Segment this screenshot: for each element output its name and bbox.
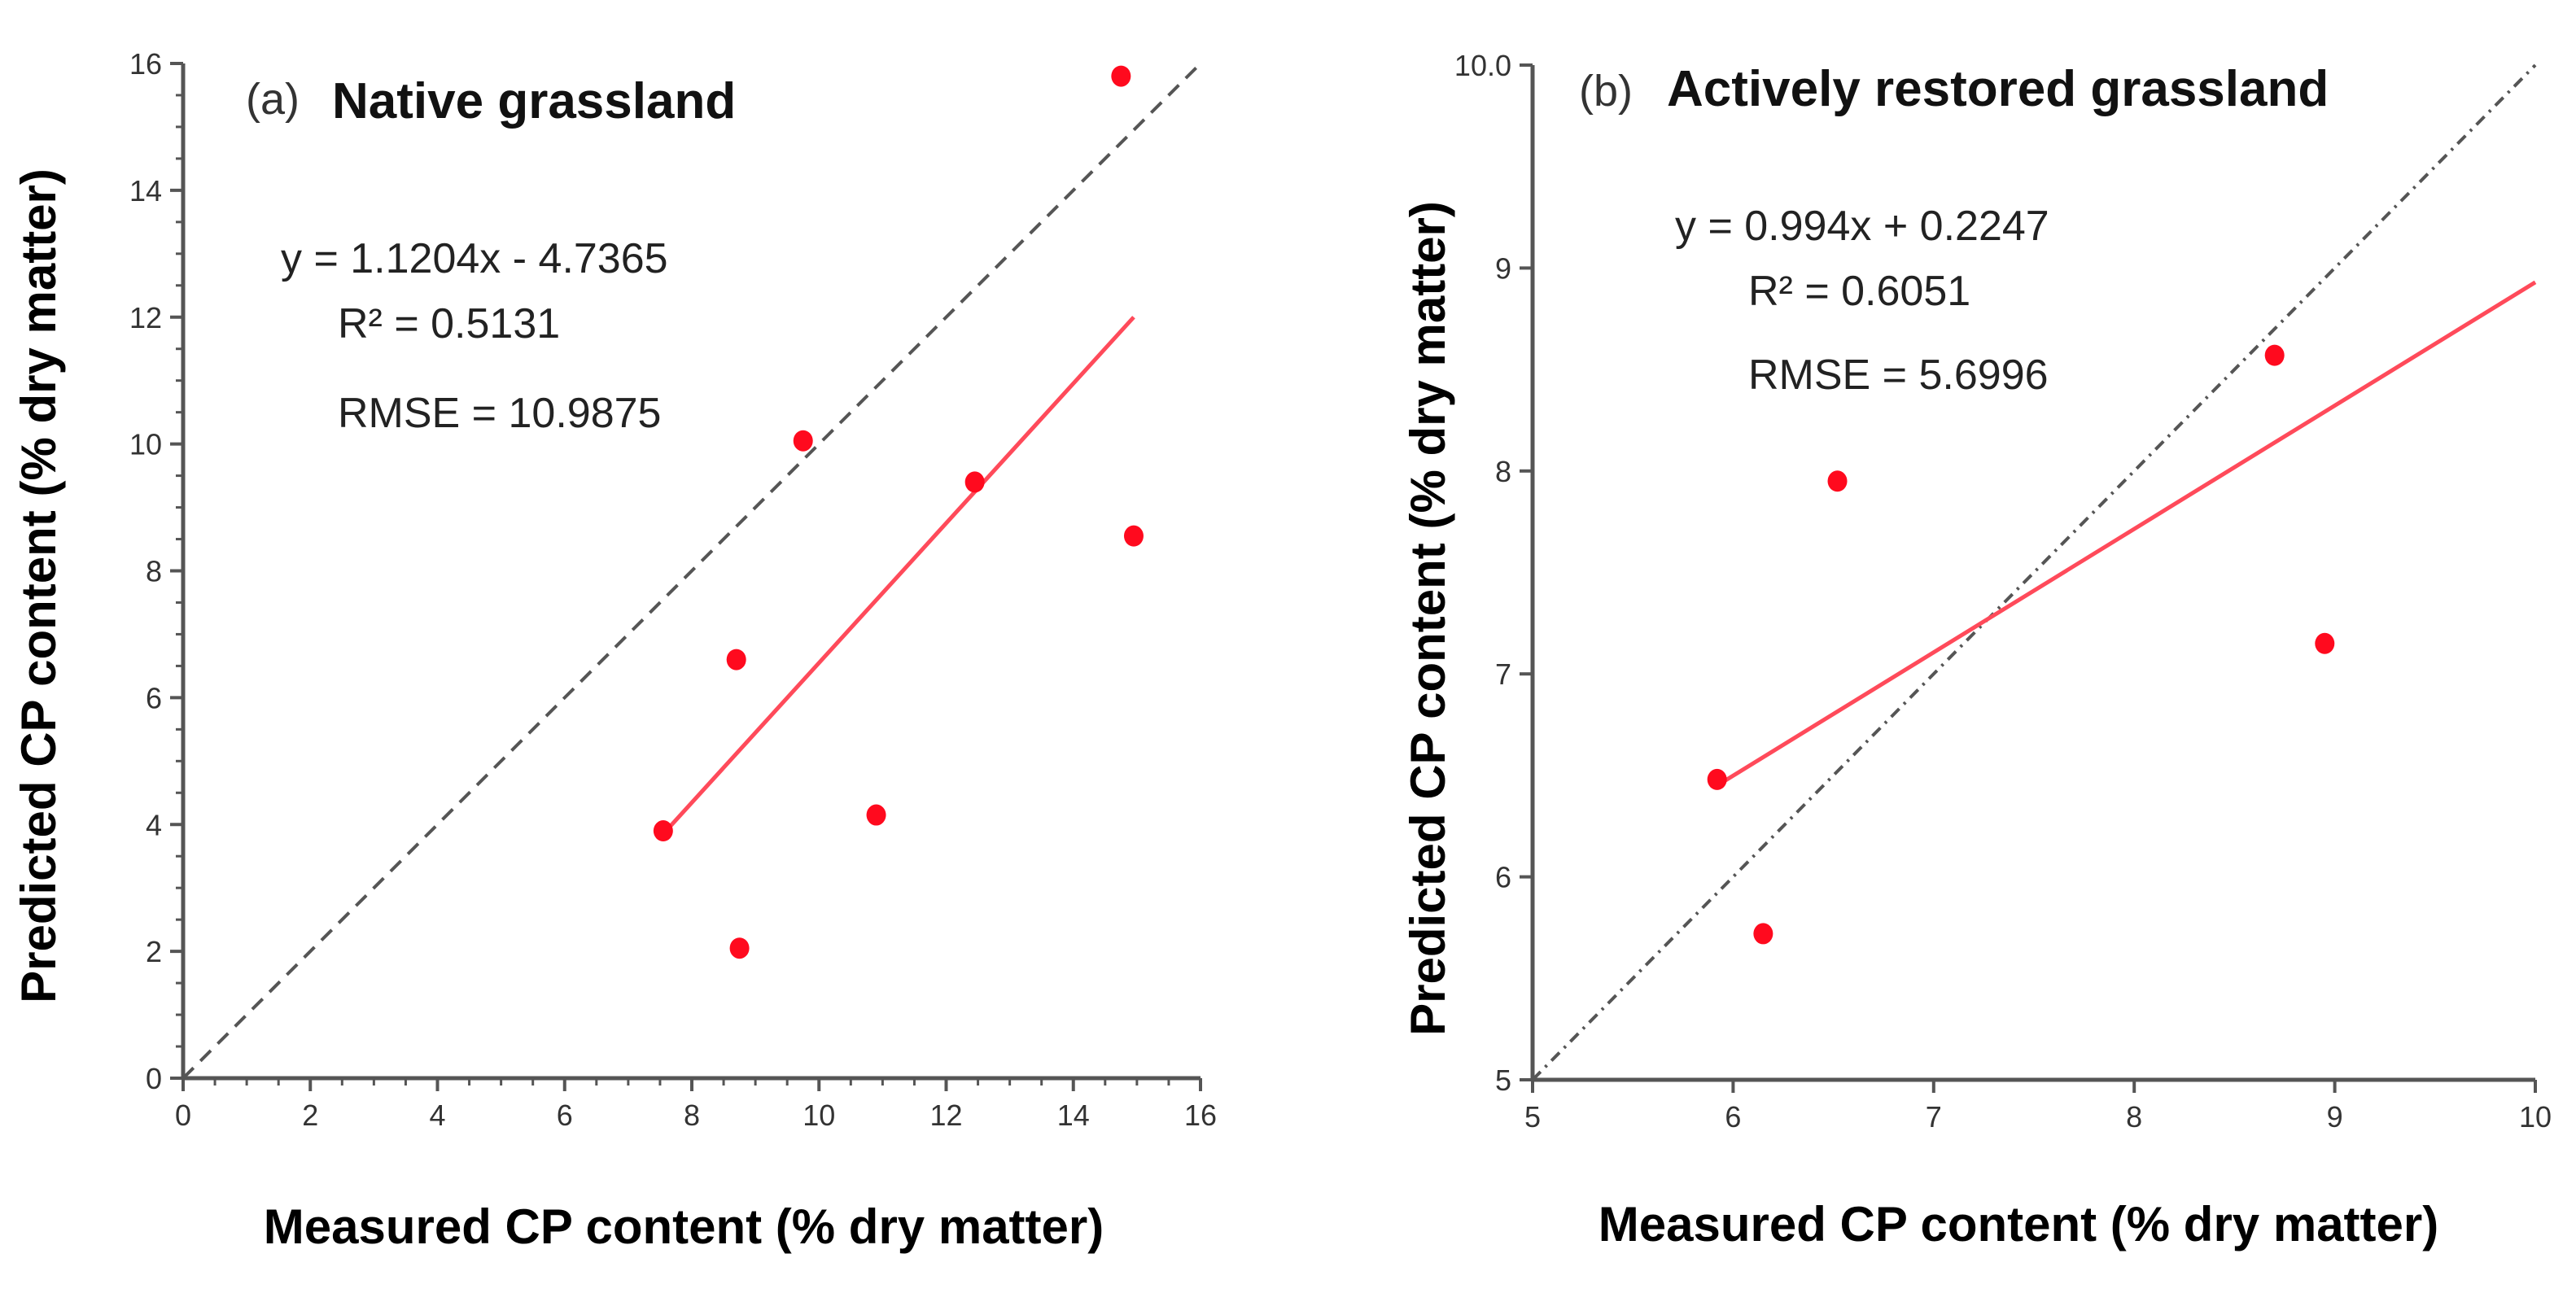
r-squared-b: R² = 0.6051 (1748, 268, 1970, 315)
x-tick-label-a: 12 (929, 1099, 962, 1132)
chart-native-grassland-svg: (a) Native grassland y = 1.1204x - 4.736… (11, 47, 1217, 1254)
data-point-a (793, 430, 813, 452)
y-tick-label-b: 8 (1495, 455, 1511, 488)
fit-line-b (1716, 280, 2537, 788)
y-tick-label-a: 0 (146, 1062, 162, 1095)
y-tick-label-b: 7 (1495, 657, 1511, 691)
x-tick-label-a: 0 (175, 1099, 191, 1132)
chart-native-grassland: (a) Native grassland y = 1.1204x - 4.736… (0, 0, 1286, 1293)
chart-title-b: Actively restored grassland (1667, 61, 2329, 117)
x-tick-label-b: 9 (2327, 1100, 2343, 1134)
y-tick-label-b: 5 (1495, 1064, 1511, 1097)
panel-label-b: (b) (1579, 67, 1633, 116)
fit-line-a (661, 316, 1135, 836)
panel-label-a: (a) (246, 75, 300, 124)
x-tick-label-a: 6 (557, 1099, 573, 1132)
x-tick-label-a: 4 (429, 1099, 445, 1132)
y-tick-label-a: 10 (129, 428, 162, 461)
regression-equation-a: y = 1.1204x - 4.7365 (281, 235, 668, 282)
x-axis-label-b: Measured CP content (% dry matter) (1599, 1197, 2438, 1252)
chart-actively-restored-grassland-svg: (b) Actively restored grassland y = 0.99… (1401, 49, 2552, 1252)
data-point-b (2264, 344, 2285, 366)
x-tick-label-b: 5 (1524, 1100, 1541, 1134)
x-tick-label-b: 6 (1725, 1100, 1741, 1134)
x-tick-label-a: 16 (1184, 1099, 1217, 1132)
chart-actively-restored-grassland: (b) Actively restored grassland y = 0.99… (1286, 0, 2576, 1293)
data-point-b (1827, 470, 1848, 492)
y-axis-label-a: Predicted CP content (% dry matter) (11, 168, 66, 1003)
rmse-a: RMSE = 10.9875 (338, 390, 661, 437)
data-point-a (729, 937, 750, 959)
regression-equation-b: y = 0.994x + 0.2247 (1675, 203, 2049, 250)
data-point-b (1707, 768, 1727, 790)
y-tick-label-a: 6 (146, 681, 162, 714)
y-tick-label-a: 16 (129, 47, 162, 81)
y-tick-label-a: 14 (129, 174, 162, 207)
data-point-b (2315, 632, 2335, 654)
data-point-a (726, 649, 746, 671)
x-tick-label-a: 8 (684, 1099, 700, 1132)
x-tick-label-b: 8 (2126, 1100, 2142, 1134)
reference-line-a (182, 62, 1202, 1080)
y-tick-label-b: 10.0 (1454, 49, 1511, 82)
x-tick-label-a: 2 (302, 1099, 318, 1132)
y-tick-label-b: 9 (1495, 251, 1511, 285)
data-point-b (1753, 923, 1773, 945)
y-tick-label-a: 4 (146, 808, 162, 841)
rmse-b: RMSE = 5.6996 (1748, 352, 2049, 399)
x-tick-label-a: 14 (1057, 1099, 1090, 1132)
x-axis-label-a: Measured CP content (% dry matter) (264, 1199, 1104, 1254)
x-tick-label-b: 10 (2519, 1100, 2552, 1134)
x-tick-label-a: 10 (803, 1099, 835, 1132)
y-tick-label-a: 2 (146, 935, 162, 968)
y-tick-label-b: 6 (1495, 861, 1511, 894)
data-point-a (964, 471, 985, 493)
data-point-a (866, 804, 886, 826)
data-point-a (1111, 65, 1131, 87)
reference-line-b (1531, 63, 2537, 1081)
y-tick-label-a: 12 (129, 301, 162, 334)
data-point-a (653, 820, 673, 842)
y-tick-label-a: 8 (146, 555, 162, 588)
x-tick-label-b: 7 (1926, 1100, 1942, 1134)
data-point-a (1123, 525, 1144, 547)
chart-title-a: Native grassland (332, 73, 736, 129)
y-axis-label-b: Predicted CP content (% dry matter) (1401, 201, 1455, 1036)
r-squared-a: R² = 0.5131 (338, 300, 560, 347)
